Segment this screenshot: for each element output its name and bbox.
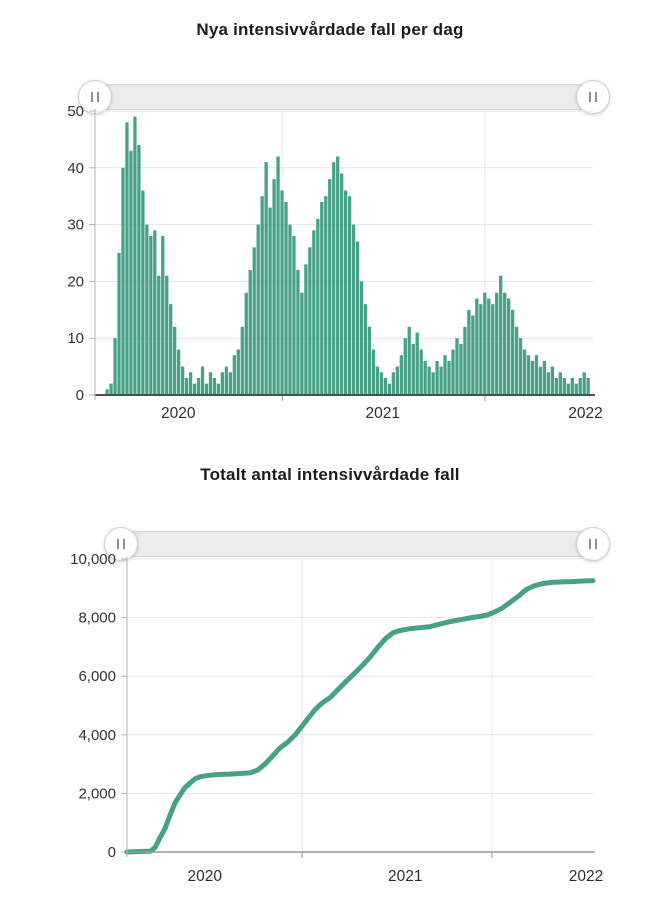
grip-icon — [91, 92, 99, 102]
y-tick-label: 10 — [67, 330, 84, 347]
slider-handle-left[interactable] — [104, 527, 138, 561]
y-tick-label: 10,000 — [70, 551, 116, 568]
y-tick-label: 50 — [67, 103, 84, 120]
y-tick-label: 8,000 — [78, 610, 116, 627]
x-tick-label: 2021 — [366, 405, 400, 422]
grip-icon — [589, 92, 597, 102]
y-tick-label: 4,000 — [78, 727, 116, 744]
y-tick-label: 6,000 — [78, 668, 116, 685]
x-tick-label: 2022 — [568, 405, 602, 422]
grip-icon — [117, 539, 125, 549]
y-tick-label: 2,000 — [78, 785, 116, 802]
grip-icon — [589, 539, 597, 549]
daily-cases-bars — [105, 116, 590, 396]
y-tick-label: 0 — [76, 387, 84, 404]
x-tick-label: 2021 — [388, 868, 422, 885]
cumulative-chart-date-range-slider[interactable] — [104, 527, 610, 561]
slider-handle-right[interactable] — [576, 527, 610, 561]
x-tick-label: 2020 — [161, 405, 196, 422]
y-tick-label: 40 — [67, 160, 84, 177]
daily-cases-plot: 0 10 20 30 40 50 2020 2021 2022 — [67, 103, 602, 422]
slider-handle-right[interactable] — [576, 80, 610, 114]
x-tick-label: 2020 — [188, 868, 223, 885]
slider-track[interactable] — [121, 531, 593, 557]
y-tick-label: 20 — [67, 273, 84, 290]
y-tick-label: 0 — [108, 844, 116, 861]
cumulative-cases-line — [124, 578, 596, 855]
cumulative-chart-title: Totalt antal intensivvårdade fall — [200, 465, 460, 484]
cumulative-plot: 0 2,000 4,000 6,000 8,000 10,000 2020 2021 2022 — [70, 551, 603, 885]
daily-chart-title: Nya intensivvårdade fall per dag — [196, 20, 464, 39]
daily-chart-date-range-slider[interactable] — [78, 80, 610, 114]
y-tick-label: 30 — [67, 217, 84, 234]
x-tick-label: 2022 — [569, 868, 603, 885]
